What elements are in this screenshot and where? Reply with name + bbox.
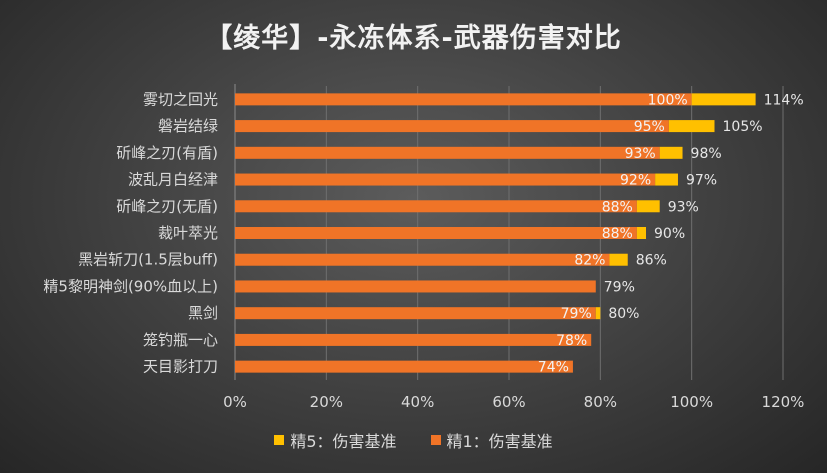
chart-title: 【绫华】-永冻体系-武器伤害对比 bbox=[205, 23, 622, 54]
data-label-refine1: 74% bbox=[538, 360, 569, 376]
data-label-refine1: 92% bbox=[620, 173, 651, 189]
bar-refine1 bbox=[235, 227, 637, 239]
x-tick-label: 60% bbox=[492, 393, 525, 411]
bar-refine1 bbox=[235, 93, 692, 106]
x-tick-label: 40% bbox=[401, 393, 434, 411]
legend-label-refine1: 精1：伤害基准 bbox=[446, 432, 553, 451]
bar-refine5 bbox=[659, 146, 683, 159]
legend-item-refine5: 精5：伤害基准 bbox=[274, 428, 397, 452]
data-label-refine1: 93% bbox=[625, 146, 656, 162]
data-label-refine5: 80% bbox=[608, 306, 639, 322]
data-label-refine1: 100% bbox=[648, 92, 688, 108]
bar-refine5 bbox=[636, 200, 660, 213]
category-label: 斫峰之刃(有盾) bbox=[116, 144, 218, 162]
x-tick-label: 100% bbox=[670, 393, 713, 411]
bar-refine1 bbox=[235, 307, 596, 320]
data-label-refine5: 93% bbox=[668, 199, 699, 215]
legend-item-refine1: 精1：伤害基准 bbox=[430, 428, 553, 452]
x-tick-label: 80% bbox=[584, 393, 617, 411]
data-label-refine1: 88% bbox=[602, 199, 633, 215]
category-label: 雾切之回光 bbox=[143, 90, 218, 108]
bar-refine1 bbox=[235, 253, 610, 266]
data-label-refine5: 86% bbox=[636, 253, 667, 269]
data-label-refine5: 105% bbox=[723, 119, 763, 135]
bar-refine1 bbox=[235, 173, 656, 186]
legend: 精5：伤害基准 精1：伤害基准 bbox=[0, 428, 827, 452]
bar-refine1 bbox=[235, 360, 573, 373]
data-label-refine1: 88% bbox=[602, 226, 633, 242]
category-label: 裁叶萃光 bbox=[158, 224, 218, 242]
legend-label-refine5: 精5：伤害基准 bbox=[290, 432, 397, 451]
x-tick-label: 120% bbox=[762, 393, 805, 411]
data-label-refine1: 82% bbox=[574, 253, 605, 269]
bars: 100% 114% 95% 105% 93% 98% 92% 97% 88% 93% 88% 90% 8… bbox=[235, 92, 804, 376]
x-tick-label: 20% bbox=[310, 393, 343, 411]
category-label: 黑剑 bbox=[188, 304, 218, 322]
category-label: 天目影打刀 bbox=[143, 358, 218, 376]
data-label-refine1: 79% bbox=[561, 306, 592, 322]
bar-refine5 bbox=[655, 173, 678, 186]
legend-swatch-refine5 bbox=[274, 435, 285, 445]
bar-refine5 bbox=[595, 307, 601, 320]
data-label-refine5: 114% bbox=[764, 92, 804, 108]
x-tick-labels: 0% 20% 40% 60% 80% 100% 120% bbox=[223, 393, 804, 411]
bar-refine1 bbox=[235, 146, 660, 159]
category-label: 斫峰之刃(无盾) bbox=[116, 197, 218, 215]
data-label-refine5: 79% bbox=[604, 279, 635, 295]
bar-refine5 bbox=[636, 227, 646, 239]
data-label-refine1: 78% bbox=[556, 333, 587, 349]
bar-refine5 bbox=[691, 93, 756, 106]
data-label-refine5: 90% bbox=[654, 226, 685, 242]
bar-refine1 bbox=[235, 200, 637, 213]
category-label: 笼钓瓶一心 bbox=[143, 331, 218, 349]
bar-refine5 bbox=[609, 253, 628, 266]
data-label-refine5: 98% bbox=[691, 146, 722, 162]
bar-refine1 bbox=[235, 120, 669, 133]
bar-refine5 bbox=[668, 120, 715, 133]
legend-swatch-refine1 bbox=[430, 435, 441, 445]
bar-refine1 bbox=[235, 280, 596, 293]
category-label: 磐岩结绿 bbox=[158, 117, 218, 135]
bar-refine1 bbox=[235, 333, 592, 346]
x-tick-label: 0% bbox=[223, 393, 247, 411]
category-label: 精5黎明神剑(90%血以上) bbox=[43, 277, 218, 295]
category-label: 波乱月白经津 bbox=[128, 171, 218, 189]
data-label-refine5: 97% bbox=[686, 173, 717, 189]
data-label-refine1: 95% bbox=[634, 119, 665, 135]
category-label: 黑岩斩刀(1.5层buff) bbox=[78, 251, 218, 269]
